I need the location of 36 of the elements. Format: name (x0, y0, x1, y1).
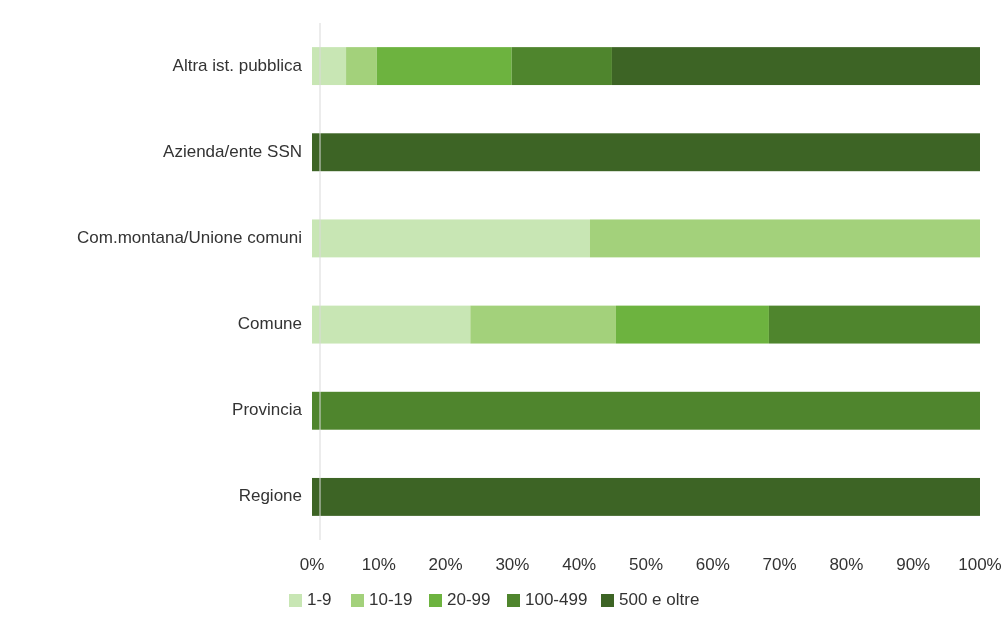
bar (768, 305, 980, 344)
x-tick-label: 50% (628, 555, 664, 574)
x-tick-label: 40% (562, 555, 597, 574)
x-tick-label: 60% (695, 555, 730, 574)
bar (312, 305, 471, 344)
legend-label: 1-9 (307, 590, 332, 610)
bar (346, 47, 377, 86)
bar (312, 391, 980, 430)
x-tick-label: 100% (958, 555, 1002, 574)
x-tick-label: 0% (299, 555, 325, 574)
x-tick-label: 90% (896, 555, 931, 574)
legend-label: 20-99 (447, 590, 491, 610)
bar (470, 305, 616, 344)
x-tick-label: 20% (428, 555, 463, 574)
legend-label: 500 e oltre (619, 590, 700, 610)
y-tick-label: Regione (238, 486, 302, 506)
legend-label: 10-19 (369, 590, 413, 610)
bar (312, 133, 980, 172)
bar (615, 305, 769, 344)
x-tick-label: 30% (495, 555, 530, 574)
y-tick-label: Com.montana/Unione comuni (77, 227, 302, 247)
y-tick-label: Provincia (232, 400, 303, 420)
x-tick-label: 80% (829, 555, 864, 574)
x-tick-label: 10% (361, 555, 396, 574)
bar (511, 47, 612, 86)
bar (376, 47, 512, 86)
y-tick-label: Altra ist. pubblica (172, 55, 303, 75)
x-tick-label: 70% (762, 555, 797, 574)
bar (312, 219, 590, 258)
y-tick-label: Comune (237, 314, 302, 334)
bar (312, 47, 347, 86)
bar (589, 219, 980, 258)
bar (312, 477, 980, 516)
bar (611, 47, 980, 86)
y-tick-label: Azienda/ente SSN (163, 141, 302, 161)
legend-label: 100-499 (525, 590, 588, 610)
